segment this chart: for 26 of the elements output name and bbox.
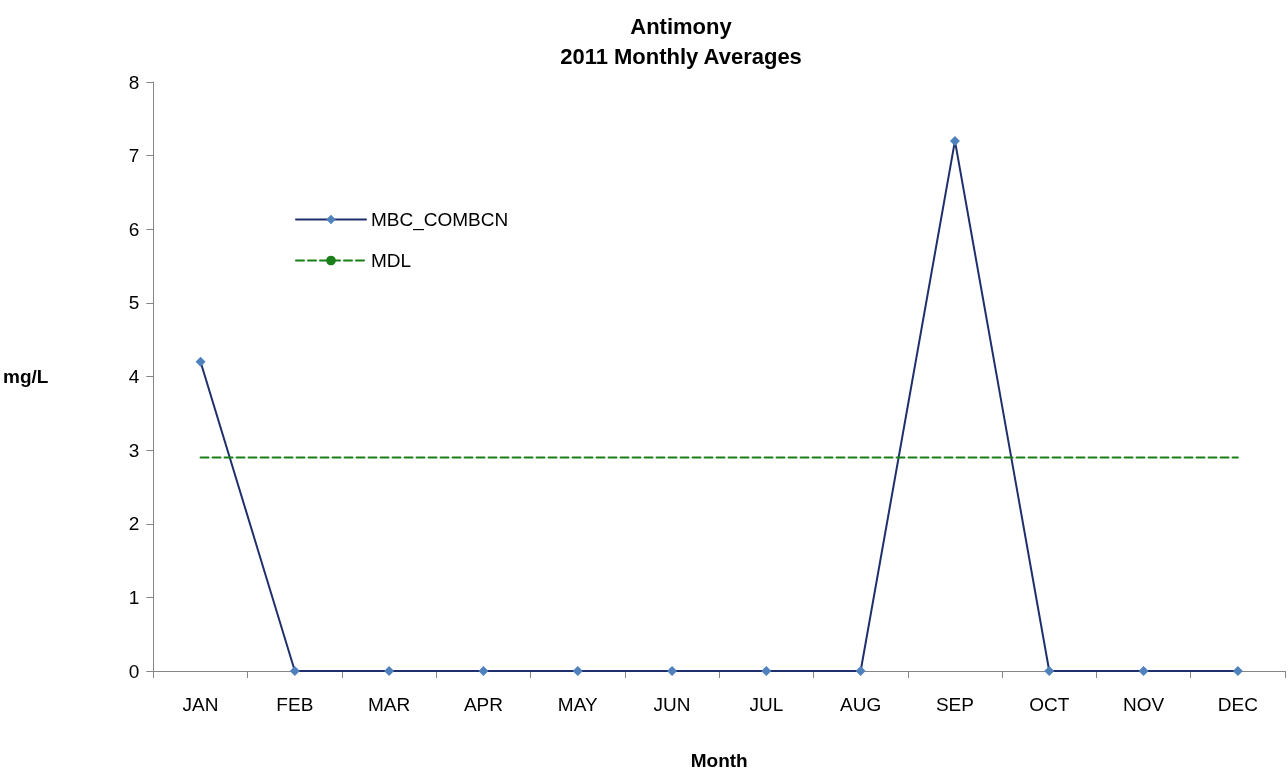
x-tick-label: MAR	[368, 694, 411, 715]
x-tick-label: FEB	[276, 694, 314, 715]
chart-title: Antimony 2011 Monthly Averages	[560, 13, 802, 69]
y-tick-label: 6	[128, 218, 140, 240]
x-tick-label: OCT	[1029, 694, 1070, 715]
y-tick-label: 3	[128, 439, 140, 461]
x-tick-label: MAY	[557, 694, 598, 715]
y-tick-label: 0	[128, 660, 140, 682]
y-tick-label: 7	[128, 145, 140, 167]
x-tick-label: JAN	[182, 694, 219, 715]
x-tick-label: JUL	[749, 694, 784, 715]
y-tick-label: 4	[128, 366, 140, 387]
y-tick-label: 5	[128, 292, 140, 314]
legend-label: MBC_COMBCN	[371, 209, 509, 231]
x-tick-label: DEC	[1217, 694, 1258, 715]
y-tick-label: 1	[128, 586, 140, 608]
x-tick-label: AUG	[840, 694, 882, 715]
x-tick-label: NOV	[1122, 694, 1165, 715]
y-tick-label: 2	[128, 513, 140, 535]
legend-label: MDL	[371, 250, 412, 271]
y-axis-title: mg/L	[2, 366, 49, 387]
x-axis-title: Month	[690, 750, 748, 771]
x-tick-label: JUN	[653, 694, 691, 715]
y-tick-label: 8	[128, 71, 140, 93]
x-tick-label: SEP	[935, 694, 974, 715]
x-tick-label: APR	[463, 694, 503, 715]
